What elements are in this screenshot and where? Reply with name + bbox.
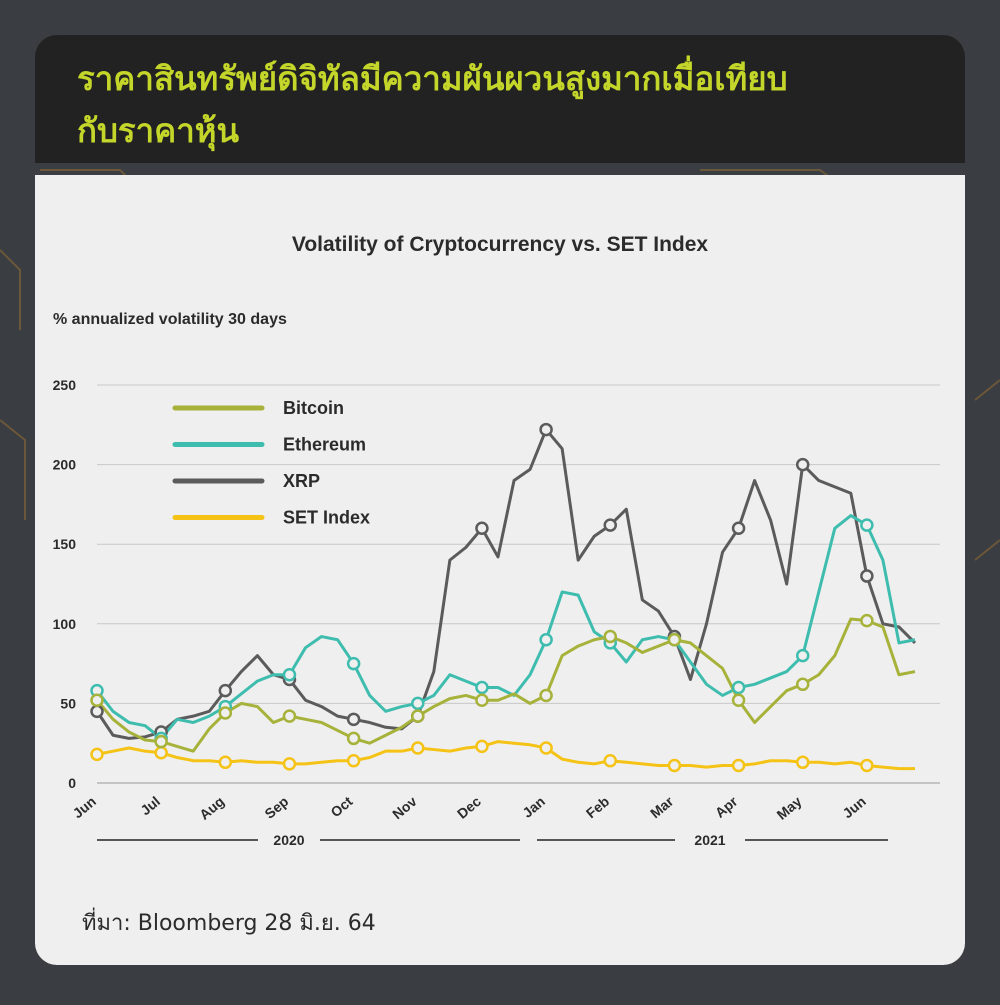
chart-card xyxy=(35,175,965,965)
header-title-line1: ราคาสินทรัพย์ดิจิทัลมีความผันผวนสูงมากเม… xyxy=(77,59,788,98)
data-point-bitcoin-12 xyxy=(282,709,297,723)
data-point-xrp-16 xyxy=(346,712,361,727)
y-tick-label-200: 200 xyxy=(53,457,77,473)
y-tick-label-50: 50 xyxy=(60,695,76,711)
data-point-bitcoin-28 xyxy=(539,688,553,703)
x-tick-label-7: Jan xyxy=(519,793,548,821)
y-tick-label-150: 150 xyxy=(53,536,77,552)
data-point-ethereum-20 xyxy=(411,696,425,711)
data-point-set-index-16 xyxy=(346,753,361,768)
data-point-bitcoin-8 xyxy=(218,706,233,720)
header-banner: ราคาสินทรัพย์ดิจิทัลมีความผันผวนสูงมากเม… xyxy=(35,35,965,163)
data-point-ethereum-28 xyxy=(539,632,553,647)
data-point-ethereum-12 xyxy=(282,667,297,682)
data-point-ethereum-48 xyxy=(860,518,874,532)
data-point-bitcoin-40 xyxy=(731,693,746,707)
legend-label-set-index: SET Index xyxy=(283,508,370,528)
data-point-set-index-24 xyxy=(475,739,489,754)
x-tick-label-1: Jul xyxy=(137,793,163,818)
x-tick-label-4: Oct xyxy=(327,793,355,820)
year-label-2021: 2021 xyxy=(694,832,725,848)
data-point-xrp-32 xyxy=(603,518,618,532)
data-point-ethereum-24 xyxy=(475,680,489,695)
y-axis-label: % annualized volatility 30 days xyxy=(53,311,287,328)
data-point-set-index-12 xyxy=(282,757,297,771)
data-point-ethereum-16 xyxy=(346,656,361,671)
x-tick-label-0: Jun xyxy=(70,793,99,821)
data-point-xrp-40 xyxy=(731,521,746,536)
data-point-bitcoin-24 xyxy=(475,693,489,707)
data-point-set-index-44 xyxy=(795,755,810,770)
x-tick-label-8: Feb xyxy=(583,793,612,821)
source-note: ที่มา: Bloomberg 28 มิ.ย. 64 xyxy=(82,911,376,936)
legend-label-bitcoin: Bitcoin xyxy=(283,398,344,418)
data-point-set-index-48 xyxy=(860,758,874,773)
series-line-bitcoin xyxy=(95,617,916,753)
x-tick-label-12: Jun xyxy=(839,793,868,821)
data-point-bitcoin-44 xyxy=(795,677,810,692)
x-tick-label-5: Nov xyxy=(389,793,420,822)
data-point-set-index-32 xyxy=(603,753,618,768)
data-point-xrp-24 xyxy=(475,521,489,536)
data-point-xrp-48 xyxy=(860,569,874,583)
series-line-set-index xyxy=(96,740,915,771)
data-point-set-index-0 xyxy=(90,747,104,762)
data-point-bitcoin-48 xyxy=(860,613,874,628)
legend-label-ethereum: Ethereum xyxy=(283,435,366,455)
x-tick-label-2: Aug xyxy=(196,793,227,823)
data-point-ethereum-44 xyxy=(795,648,810,663)
chart-title: Volatility of Cryptocurrency vs. SET Ind… xyxy=(291,233,709,256)
data-point-xrp-44 xyxy=(795,457,810,472)
header-title-line2: กับราคาหุ้น xyxy=(77,111,240,150)
data-point-bitcoin-36 xyxy=(667,632,682,647)
data-point-bitcoin-32 xyxy=(603,629,618,644)
data-point-set-index-40 xyxy=(731,758,746,773)
data-point-xrp-0 xyxy=(90,704,104,719)
data-point-ethereum-40 xyxy=(731,680,746,695)
series-line-xrp xyxy=(95,428,917,740)
data-point-set-index-28 xyxy=(539,741,553,755)
data-point-bitcoin-4 xyxy=(154,734,168,749)
data-point-bitcoin-20 xyxy=(411,709,425,723)
data-point-xrp-28 xyxy=(539,422,553,437)
data-point-bitcoin-16 xyxy=(346,731,361,746)
data-point-set-index-4 xyxy=(154,746,168,760)
x-tick-label-6: Dec xyxy=(454,793,484,822)
data-point-xrp-8 xyxy=(218,683,233,698)
x-tick-label-3: Sep xyxy=(261,793,291,822)
series-line-ethereum xyxy=(95,514,916,740)
x-tick-label-10: Apr xyxy=(712,793,741,821)
y-tick-label-100: 100 xyxy=(53,616,77,632)
y-tick-label-250: 250 xyxy=(53,377,77,393)
year-label-2020: 2020 xyxy=(273,832,304,848)
data-point-set-index-8 xyxy=(218,755,233,770)
x-tick-label-11: May xyxy=(774,793,805,823)
data-point-set-index-20 xyxy=(411,741,425,755)
data-point-set-index-36 xyxy=(667,758,682,773)
y-tick-label-0: 0 xyxy=(68,775,76,791)
legend-label-xrp: XRP xyxy=(283,471,320,491)
data-point-bitcoin-0 xyxy=(90,693,104,707)
x-tick-label-9: Mar xyxy=(647,793,677,822)
